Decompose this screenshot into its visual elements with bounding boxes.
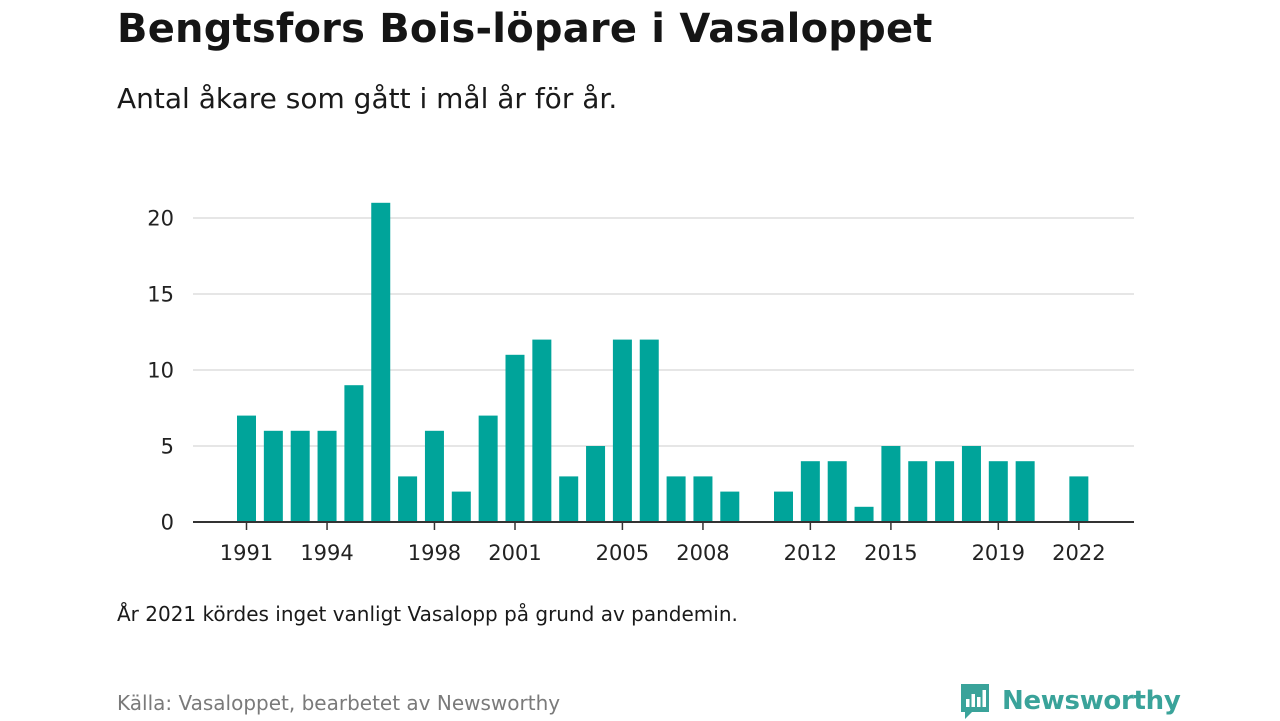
x-tick-label: 1994 [300, 541, 353, 565]
bar [398, 476, 418, 522]
bar [961, 446, 981, 522]
bar [827, 461, 847, 522]
y-tick-label: 0 [161, 511, 174, 535]
bar [612, 339, 632, 522]
bar [908, 461, 928, 522]
bar [344, 385, 364, 522]
bar [371, 202, 391, 523]
grid-layer [193, 217, 1134, 447]
bar [693, 476, 713, 522]
x-tick-label: 1998 [408, 541, 461, 565]
bar-chart: 0 5 10 15 20 1991 1994 1998 2001 2005 2008 2012 2015… [147, 202, 1134, 565]
bar [1015, 461, 1035, 522]
bar [478, 415, 498, 522]
x-tick-label: 2005 [596, 541, 649, 565]
y-tick-label: 20 [147, 207, 174, 231]
bar [451, 491, 471, 522]
bar [290, 430, 310, 522]
bar [586, 446, 606, 522]
bar [424, 430, 444, 522]
bar [639, 339, 659, 522]
chart-subtitle: Antal åkare som gått i mål år för år. [117, 82, 618, 115]
x-tick-label: 2001 [488, 541, 541, 565]
bar [263, 430, 283, 522]
bar [1069, 476, 1089, 522]
axis-layer: 0 5 10 15 20 1991 1994 1998 2001 2005 2008 2012 2015… [147, 207, 1134, 565]
y-tick-label: 15 [147, 283, 174, 307]
bar [505, 354, 525, 522]
source-credit: Källa: Vasaloppet, bearbetet av Newswort… [117, 691, 561, 715]
newsworthy-logo: Newsworthy [958, 681, 1181, 721]
x-tick-label: 2012 [784, 541, 837, 565]
x-tick-label: 2008 [676, 541, 729, 565]
y-tick-label: 5 [161, 435, 174, 459]
x-tick-label: 1991 [220, 541, 273, 565]
bar [854, 506, 874, 522]
bar [720, 491, 740, 522]
bar [800, 461, 820, 522]
x-tick-label: 2015 [864, 541, 917, 565]
x-tick-label: 2019 [972, 541, 1025, 565]
chart-title: Bengtsfors Bois-löpare i Vasaloppet [117, 6, 933, 52]
bar [666, 476, 686, 522]
bar [237, 415, 256, 522]
chart-note: År 2021 kördes inget vanligt Vasalopp på… [117, 602, 738, 626]
bar [881, 446, 901, 522]
bar [988, 461, 1008, 522]
x-tick-label: 2022 [1052, 541, 1105, 565]
newsworthy-chart-bubble-icon [961, 684, 989, 719]
bar [559, 476, 579, 522]
bar [317, 430, 337, 522]
bar [774, 491, 793, 522]
bar [935, 461, 955, 522]
bar-layer [237, 202, 1089, 523]
newsworthy-logo-text: Newsworthy [1002, 686, 1181, 716]
y-tick-label: 10 [147, 359, 174, 383]
bar [532, 339, 552, 522]
